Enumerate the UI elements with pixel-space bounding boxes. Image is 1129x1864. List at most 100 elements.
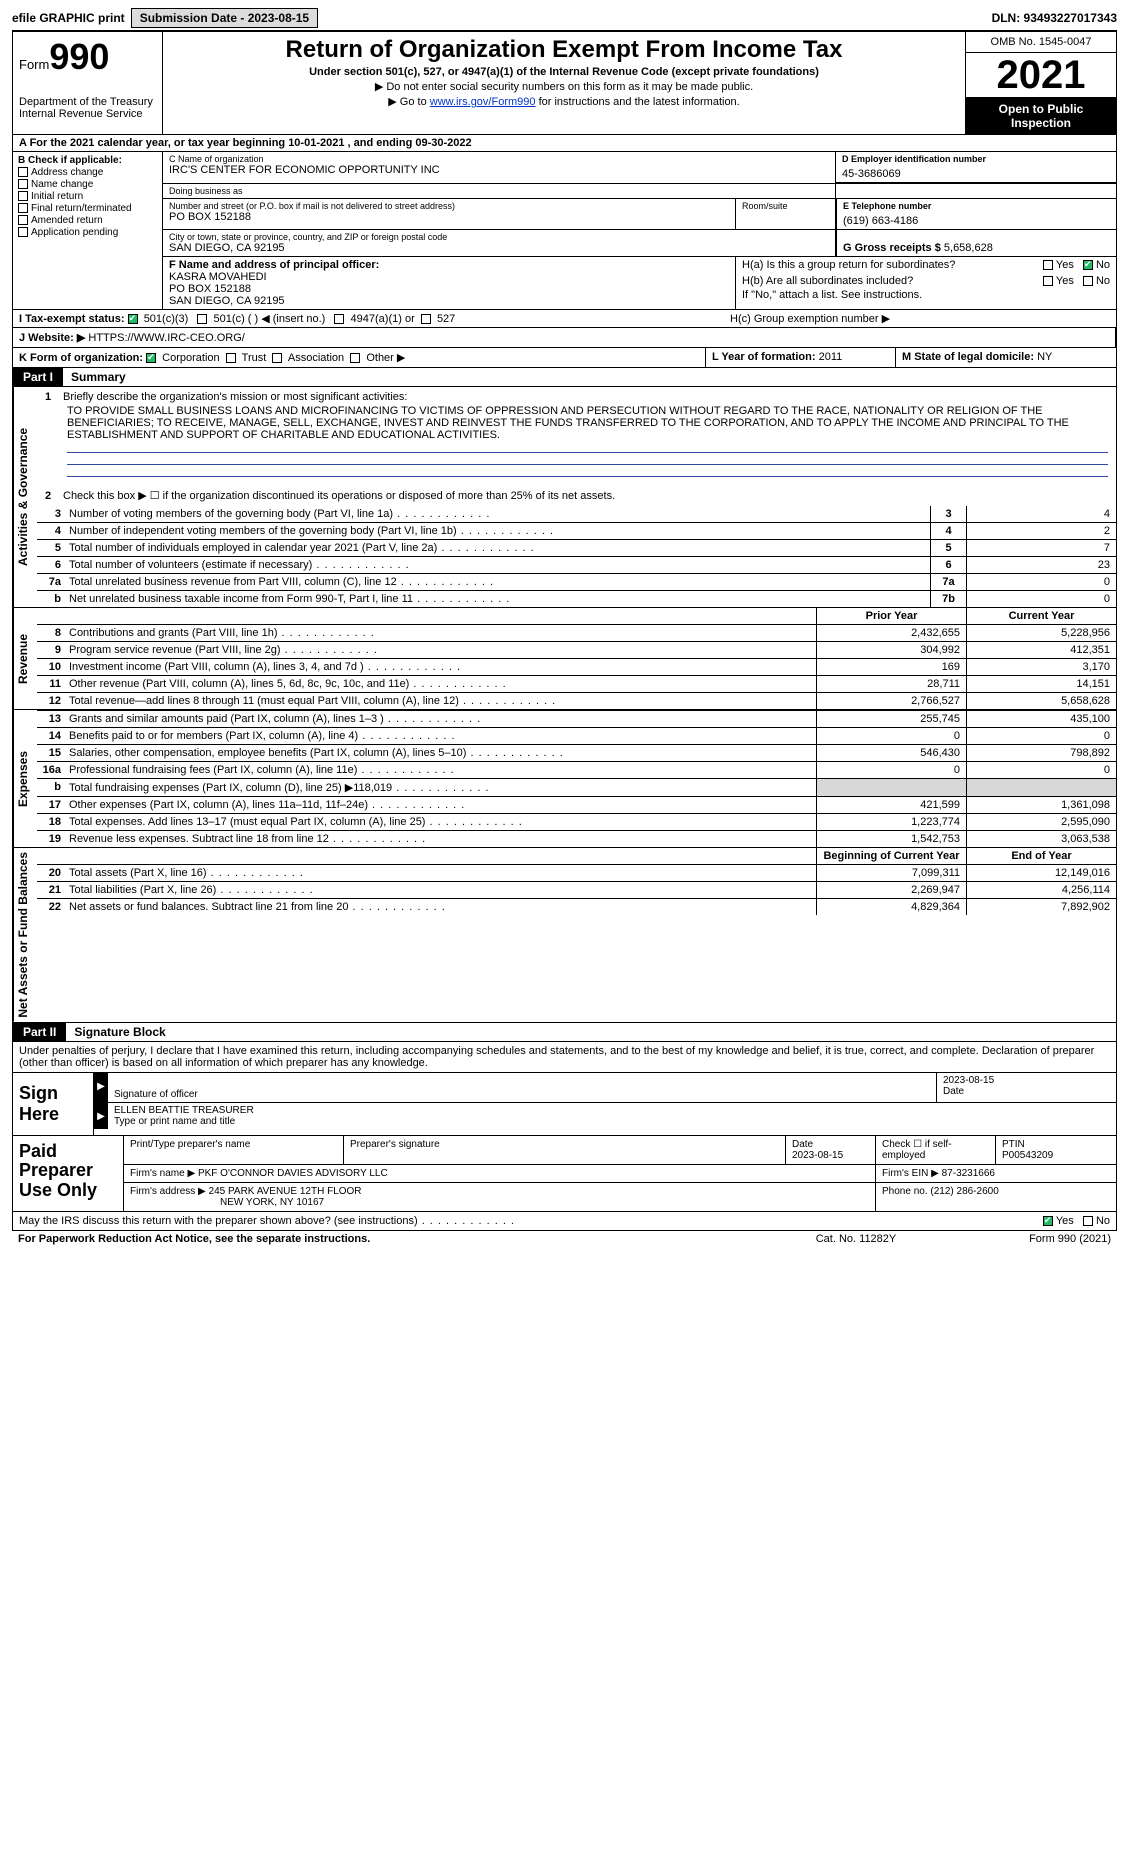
- line-num: 14: [37, 728, 65, 744]
- year-formation-cell: L Year of formation: 2011: [706, 348, 896, 367]
- blank-line-1: [67, 441, 1108, 453]
- part1-title: Summary: [63, 368, 134, 386]
- mission-text: TO PROVIDE SMALL BUSINESS LOANS AND MICR…: [67, 405, 1108, 441]
- summary-line-b: bTotal fundraising expenses (Part IX, co…: [37, 778, 1116, 796]
- eoy-hdr: End of Year: [966, 848, 1116, 864]
- page-footer: For Paperwork Reduction Act Notice, see …: [12, 1231, 1117, 1247]
- part1-header: Part I Summary: [12, 368, 1117, 387]
- line-num: 19: [37, 831, 65, 847]
- line-box: 7b: [930, 591, 966, 607]
- summary-line-19: 19Revenue less expenses. Subtract line 1…: [37, 830, 1116, 847]
- summary-line-16a: 16aProfessional fundraising fees (Part I…: [37, 761, 1116, 778]
- form-number: Form990: [19, 36, 156, 78]
- summary-line-11: 11Other revenue (Part VIII, column (A), …: [37, 675, 1116, 692]
- line-num: 3: [37, 506, 65, 522]
- vlabel-net-assets: Net Assets or Fund Balances: [13, 848, 37, 1022]
- firm-addr-cell: Firm's address ▶ 245 PARK AVENUE 12TH FL…: [124, 1183, 876, 1211]
- sign-here-label: Sign Here: [13, 1073, 93, 1135]
- line-desc: Total revenue—add lines 8 through 11 (mu…: [65, 693, 816, 709]
- summary-line-18: 18Total expenses. Add lines 13–17 (must …: [37, 813, 1116, 830]
- form-org-label: K Form of organization:: [19, 352, 143, 364]
- chk-trust[interactable]: [226, 353, 236, 363]
- line-num: 7a: [37, 574, 65, 590]
- street-value: PO BOX 152188: [169, 211, 729, 223]
- line-desc: Other expenses (Part IX, column (A), lin…: [65, 797, 816, 813]
- line-desc: Grants and similar amounts paid (Part IX…: [65, 711, 816, 727]
- org-name-value: IRC'S CENTER FOR ECONOMIC OPPORTUNITY IN…: [169, 164, 829, 176]
- status-left: I Tax-exempt status: 501(c)(3) 501(c) ( …: [19, 312, 730, 325]
- summary-revenue: Revenue Prior Year Current Year 8Contrib…: [12, 608, 1117, 710]
- line-desc: Professional fundraising fees (Part IX, …: [65, 762, 816, 778]
- chk-corporation[interactable]: [146, 353, 156, 363]
- gross-value: 5,658,628: [944, 242, 993, 254]
- name-title-label: Type or print name and title: [114, 1116, 1110, 1127]
- hb-yes-checkbox[interactable]: [1043, 276, 1053, 286]
- ssn-note: Do not enter social security numbers on …: [169, 80, 959, 93]
- firm-name-cell: Firm's name ▶ PKF O'CONNOR DAVIES ADVISO…: [124, 1165, 876, 1182]
- line-num: 21: [37, 882, 65, 898]
- line-box: 7a: [930, 574, 966, 590]
- summary-line-13: 13Grants and similar amounts paid (Part …: [37, 710, 1116, 727]
- current-value: 12,149,016: [966, 865, 1116, 881]
- may-yes-checkbox[interactable]: [1043, 1216, 1053, 1226]
- prior-value: 1,223,774: [816, 814, 966, 830]
- chk-initial-return[interactable]: Initial return: [18, 191, 157, 202]
- form-header: Form990 Department of the Treasury Inter…: [12, 32, 1117, 135]
- form-prefix: Form: [19, 57, 49, 72]
- note2-pre: Go to: [400, 96, 430, 108]
- ha-yes-checkbox[interactable]: [1043, 260, 1053, 270]
- chk-name-change[interactable]: Name change: [18, 179, 157, 190]
- may-no-checkbox[interactable]: [1083, 1216, 1093, 1226]
- chk-amended-return[interactable]: Amended return: [18, 215, 157, 226]
- line-num: 15: [37, 745, 65, 761]
- chk-501c[interactable]: [197, 314, 207, 324]
- prep-name-cell: Print/Type preparer's name: [124, 1136, 344, 1164]
- chk-other[interactable]: [350, 353, 360, 363]
- prior-value: 1,542,753: [816, 831, 966, 847]
- main-info-block: B Check if applicable: Address change Na…: [12, 152, 1117, 310]
- phone-label: E Telephone number: [843, 201, 1110, 211]
- ha-no-checkbox[interactable]: [1083, 260, 1093, 270]
- line-desc: Benefits paid to or for members (Part IX…: [65, 728, 816, 744]
- summary-line-10: 10Investment income (Part VIII, column (…: [37, 658, 1116, 675]
- chk-final-return[interactable]: Final return/terminated: [18, 203, 157, 214]
- hb-no-checkbox[interactable]: [1083, 276, 1093, 286]
- form-990-page: efile GRAPHIC print Submission Date - 20…: [0, 0, 1129, 1251]
- line-box: 6: [930, 557, 966, 573]
- vlabel-expenses: Expenses: [13, 710, 37, 847]
- chk-app-pending[interactable]: Application pending: [18, 227, 157, 238]
- org-name-row: C Name of organization IRC'S CENTER FOR …: [163, 152, 1116, 184]
- blank-line-3: [67, 465, 1108, 477]
- summary-line-12: 12Total revenue—add lines 8 through 11 (…: [37, 692, 1116, 709]
- part2-tab: Part II: [13, 1023, 66, 1041]
- ha-row: H(a) Is this a group return for subordin…: [742, 259, 1110, 271]
- nab-lines: 20Total assets (Part X, line 16)7,099,31…: [37, 864, 1116, 915]
- current-value: 7,892,902: [966, 899, 1116, 915]
- sig-date-label: Date: [943, 1086, 1110, 1097]
- form-990-text: 990: [49, 36, 109, 77]
- prior-value: 2,432,655: [816, 625, 966, 641]
- ha-label: H(a) Is this a group return for subordin…: [742, 259, 955, 271]
- chk-address-change[interactable]: Address change: [18, 167, 157, 178]
- name-title-line: ▶ ELLEN BEATTIE TREASURER Type or print …: [94, 1103, 1116, 1129]
- col-b-header: B Check if applicable:: [18, 155, 157, 166]
- hb-label: H(b) Are all subordinates included?: [742, 275, 913, 287]
- prior-value: 0: [816, 762, 966, 778]
- line-num: 22: [37, 899, 65, 915]
- irs-link[interactable]: www.irs.gov/Form990: [430, 96, 536, 108]
- line-box: 4: [930, 523, 966, 539]
- line-value: 4: [966, 506, 1116, 522]
- line-desc: Total assets (Part X, line 16): [65, 865, 816, 881]
- dept-treasury: Department of the Treasury: [19, 96, 156, 108]
- line-num: 17: [37, 797, 65, 813]
- line-desc: Total number of volunteers (estimate if …: [65, 557, 930, 573]
- part2-title: Signature Block: [66, 1023, 173, 1041]
- chk-501c3[interactable]: [128, 314, 138, 324]
- current-value: 435,100: [966, 711, 1116, 727]
- chk-4947[interactable]: [334, 314, 344, 324]
- chk-527[interactable]: [421, 314, 431, 324]
- officer-sig-field[interactable]: Signature of officer: [108, 1073, 936, 1102]
- domicile-cell: M State of legal domicile: NY: [896, 348, 1116, 367]
- submission-date-button[interactable]: Submission Date - 2023-08-15: [131, 8, 318, 28]
- chk-association[interactable]: [272, 353, 282, 363]
